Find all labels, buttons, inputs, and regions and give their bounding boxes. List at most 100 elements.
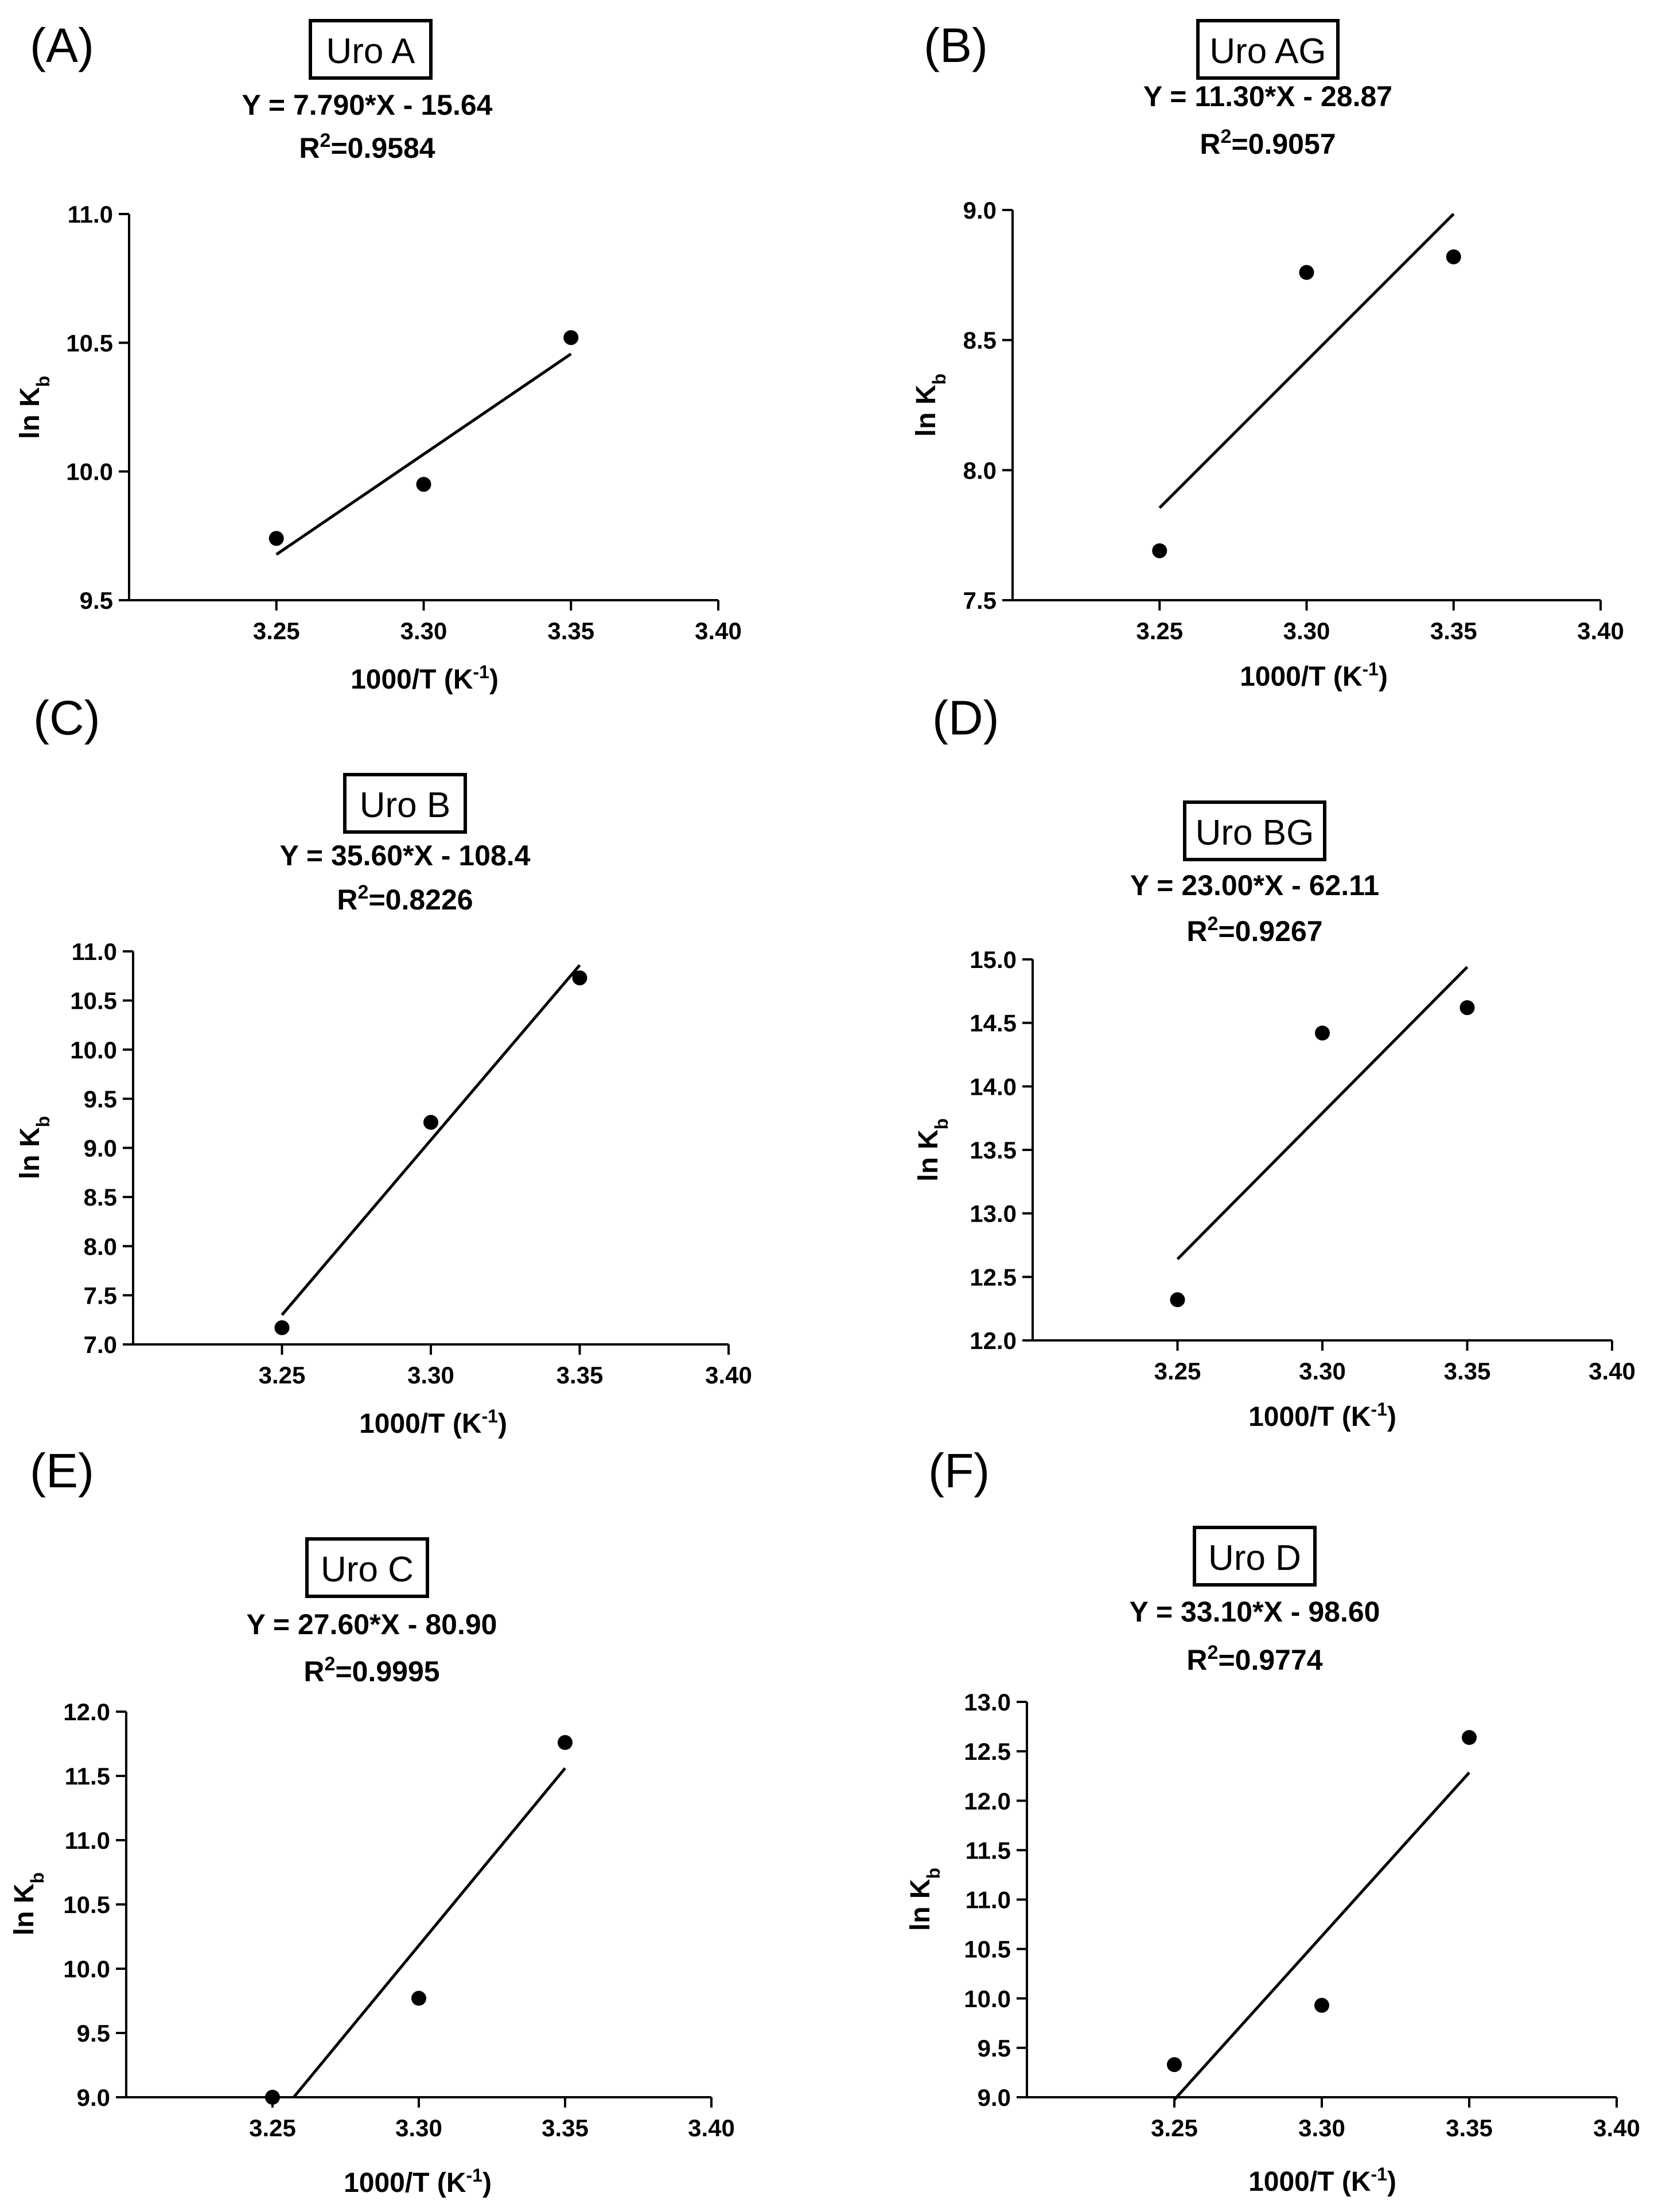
y-tick-label: 9.5 [77, 2020, 110, 2047]
x-tick-label: 3.30 [407, 1362, 454, 1389]
panel-letter: (B) [924, 18, 988, 72]
x-tick-label: 3.40 [1593, 2114, 1640, 2141]
y-tick-label: 9.0 [963, 197, 997, 224]
y-tick-label: 11.5 [966, 1837, 1011, 1864]
data-point [1462, 1730, 1477, 1746]
y-tick-label: 10.5 [63, 1891, 110, 1918]
panel-letter: (F) [928, 1444, 990, 1498]
compound-title: Uro C [305, 1537, 429, 1598]
compound-title-text: Uro BG [1196, 813, 1314, 853]
y-tick-label: 9.0 [77, 2084, 110, 2111]
y-tick-label: 11.0 [72, 938, 117, 965]
y-tick-label: 10.5 [66, 329, 113, 356]
y-tick-label: 13.0 [970, 1200, 1017, 1227]
x-tick-label: 3.40 [695, 617, 742, 644]
x-tick-label: 3.30 [1298, 2114, 1345, 2141]
y-axis-title: ln Kb [913, 1118, 952, 1181]
y-tick-label: 14.5 [970, 1010, 1017, 1037]
x-tick-label: 3.40 [705, 1362, 752, 1389]
r-squared-label: R2=0.9995 [303, 1653, 439, 1688]
panel-letter: (E) [30, 1444, 94, 1498]
data-point [563, 330, 579, 345]
regression-line [275, 352, 572, 556]
x-axis-title: 1000/T (K-1) [344, 2165, 492, 2198]
y-tick-label: 12.5 [964, 1738, 1011, 1765]
regression-line [281, 964, 581, 1316]
compound-title: Uro A [309, 19, 433, 80]
regression-equation: Y = 35.60*X - 108.4 [280, 839, 531, 872]
x-axis-title: 1000/T (K-1) [1240, 659, 1388, 692]
y-tick-label: 7.5 [84, 1282, 117, 1309]
data-point [268, 531, 284, 546]
y-tick-label: 8.5 [84, 1184, 117, 1211]
y-axis-title: ln Kb [15, 1116, 53, 1179]
y-tick-label: 9.0 [84, 1135, 117, 1162]
r-squared-label: R2=0.9057 [1200, 126, 1336, 160]
data-point [423, 1114, 438, 1130]
r-squared-label: R2=0.9584 [299, 130, 435, 164]
compound-title-text: Uro A [326, 32, 415, 71]
x-axis-title: 1000/T (K-1) [1248, 1399, 1396, 1432]
data-point [265, 2090, 280, 2105]
x-tick-label: 3.30 [1299, 1358, 1346, 1385]
compound-title-box [343, 773, 467, 834]
x-tick-label: 3.30 [400, 617, 447, 644]
y-tick-label: 12.0 [970, 1327, 1017, 1354]
y-tick-label: 10.0 [66, 458, 113, 485]
compound-title: Uro BG [1183, 800, 1326, 861]
data-point [1167, 2057, 1182, 2073]
data-point [1315, 1025, 1330, 1041]
compound-title: Uro B [343, 773, 467, 834]
y-tick-label: 13.0 [964, 1689, 1011, 1716]
x-axis-title: 1000/T (K-1) [359, 1406, 507, 1439]
x-tick-label: 3.35 [1430, 617, 1477, 644]
y-tick-label: 14.0 [970, 1073, 1017, 1100]
data-point [274, 1320, 290, 1335]
compound-title-text: Uro D [1208, 1538, 1301, 1578]
compound-title-box [1196, 19, 1340, 80]
data-point [558, 1735, 573, 1750]
chart-panel-4: (D) Uro BG Y = 23.00*X - 62.11 R2=0.9267 3.2… [913, 691, 1636, 1432]
x-axis-title: 1000/T (K-1) [1248, 2164, 1396, 2197]
x-tick-label: 3.35 [1446, 2114, 1493, 2141]
y-axis-title: ln Kb [9, 1872, 48, 1935]
x-tick-label: 3.25 [1151, 2114, 1198, 2141]
y-tick-label: 13.5 [970, 1137, 1017, 1164]
y-tick-label: 12.0 [63, 1698, 110, 1725]
y-tick-label: 9.5 [80, 587, 113, 614]
panel-letter: (A) [30, 18, 94, 72]
r-squared-label: R2=0.9774 [1186, 1642, 1322, 1676]
x-tick-label: 3.25 [1154, 1358, 1201, 1385]
chart-panel-2: (B) Uro AG Y = 11.30*X - 28.87 R2=0.9057 3.2… [911, 18, 1624, 692]
x-tick-label: 3.35 [1444, 1358, 1491, 1385]
data-point [572, 970, 587, 986]
data-point [1299, 265, 1314, 280]
x-tick-label: 3.25 [253, 617, 300, 644]
data-point [1459, 1000, 1475, 1016]
x-tick-label: 3.25 [249, 2114, 296, 2141]
compound-title-box [1183, 800, 1326, 861]
y-tick-label: 9.0 [978, 2084, 1011, 2111]
regression-equation: Y = 7.790*X - 15.64 [242, 89, 493, 121]
regression-equation: Y = 33.10*X - 98.60 [1130, 1596, 1380, 1628]
chart-panel-3: (C) Uro B Y = 35.60*X - 108.4 R2=0.8226 3.25… [15, 691, 752, 1439]
compound-title-text: Uro AG [1209, 32, 1326, 71]
chart-panel-6: (F) Uro D Y = 33.10*X - 98.60 R2=0.9774 3.25… [905, 1444, 1640, 2197]
data-point [416, 477, 431, 492]
y-tick-label: 11.5 [65, 1763, 110, 1790]
chart-panel-5: (E) Uro C Y = 27.60*X - 80.90 R2=0.9995 3.25… [9, 1444, 735, 2198]
y-tick-label: 12.5 [970, 1264, 1017, 1290]
compound-title-box [309, 19, 433, 80]
chart-panel-1: (A) Uro A Y = 7.790*X - 15.64 R2=0.9584 3.25… [15, 18, 742, 695]
data-point [1152, 543, 1167, 558]
regression-equation: Y = 27.60*X - 80.90 [247, 1608, 497, 1640]
data-point [1446, 249, 1461, 265]
y-tick-label: 8.5 [963, 327, 997, 354]
x-tick-label: 3.40 [1577, 617, 1624, 644]
y-tick-label: 9.5 [84, 1086, 117, 1113]
regression-line [1176, 966, 1469, 1261]
regression-line [1158, 213, 1455, 509]
y-tick-label: 10.0 [70, 1036, 117, 1063]
panel-letter: (C) [33, 691, 100, 745]
x-tick-label: 3.35 [556, 1362, 604, 1389]
